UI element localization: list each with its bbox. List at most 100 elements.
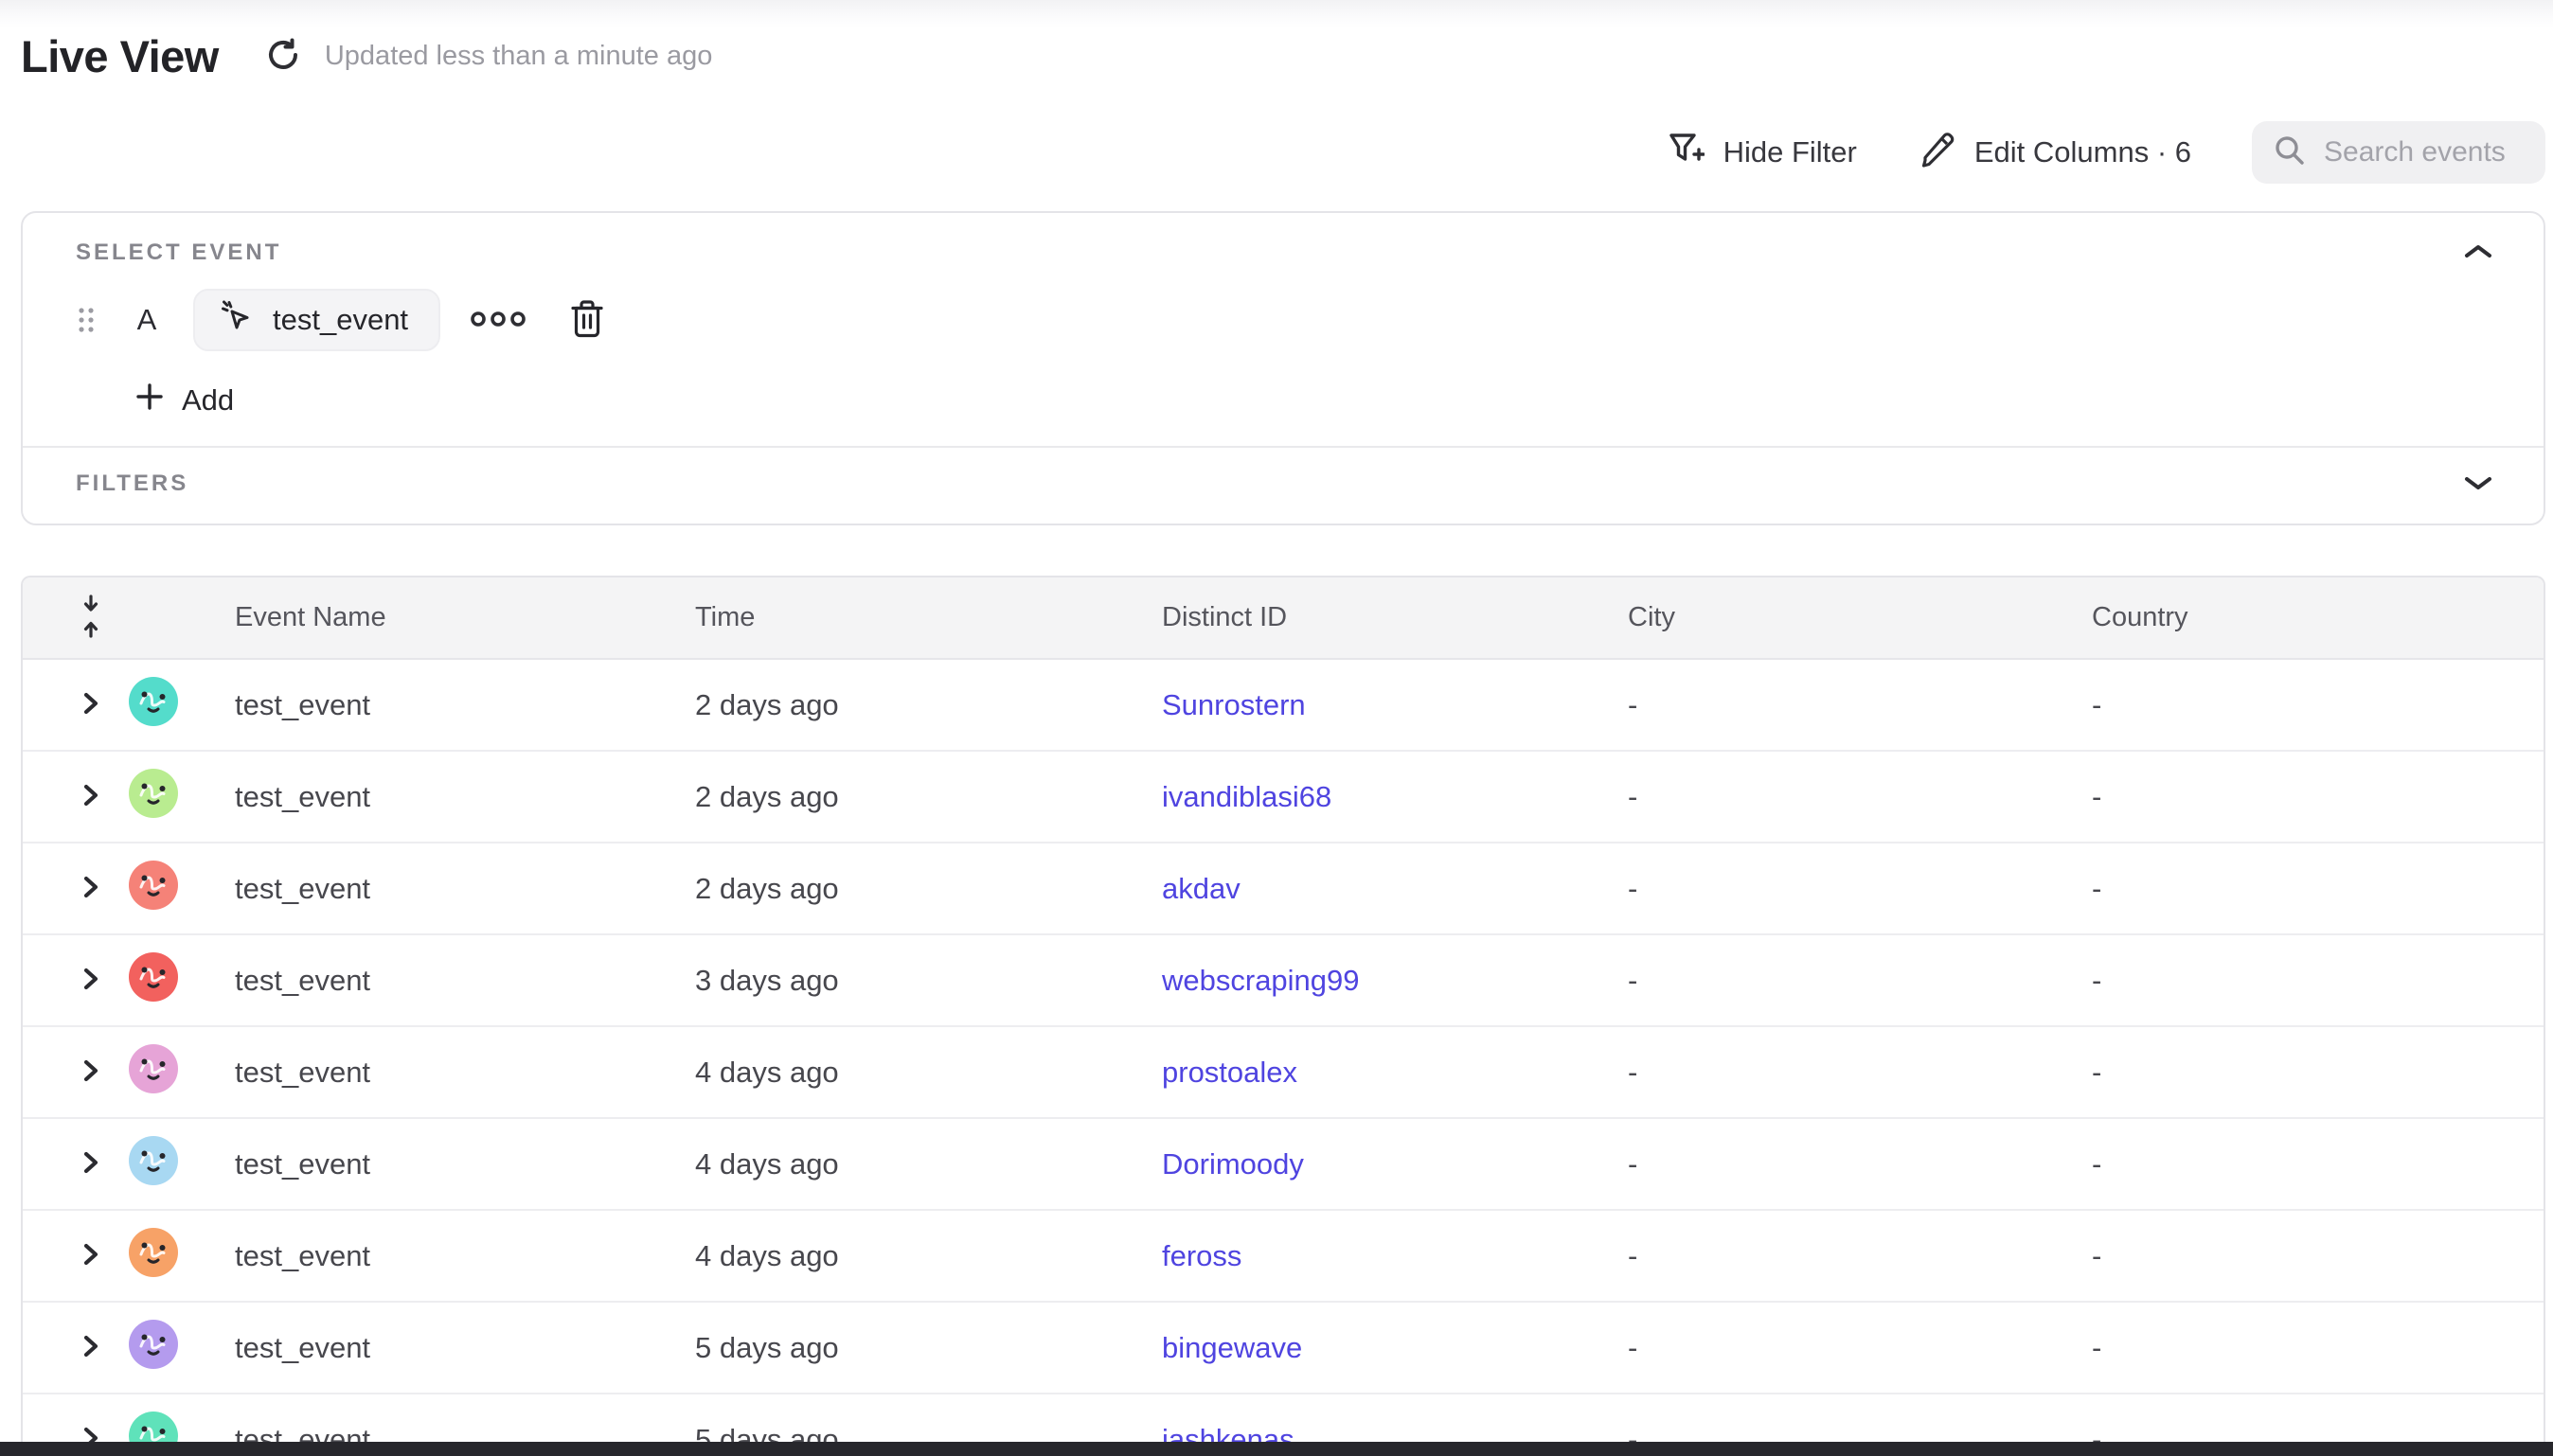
add-event-label: Add (182, 383, 235, 417)
filters-label: FILTERS (76, 471, 189, 496)
distinct-id-link[interactable]: prostoalex (1162, 1055, 1298, 1089)
collapse-all-rows-button[interactable] (79, 594, 103, 642)
distinct-id-cell: feross (1162, 1239, 1628, 1273)
distinct-id-link[interactable]: Dorimoody (1162, 1146, 1304, 1181)
table-row[interactable]: test_event 2 days ago akdav - - (23, 843, 2544, 935)
expand-row-button[interactable] (75, 1051, 107, 1093)
table-body: test_event 2 days ago Sunrostern - - test_ev… (23, 660, 2544, 1456)
event-name-cell: test_event (235, 779, 371, 813)
expand-row-button[interactable] (75, 775, 107, 818)
select-event-section-header: SELECT EVENT (23, 213, 2544, 266)
event-builder-row: A test_event (76, 289, 2544, 351)
distinct-id-cell: akdav (1162, 872, 1628, 906)
user-avatar (129, 1227, 178, 1277)
distinct-id-link[interactable]: feross (1162, 1238, 1242, 1272)
event-name-cell: test_event (235, 1330, 371, 1364)
delete-event-button[interactable] (569, 299, 605, 342)
distinct-id-link[interactable]: Sunrostern (1162, 687, 1306, 721)
table-row[interactable]: test_event 2 days ago Sunrostern - - (23, 660, 2544, 752)
country-cell: - (2092, 871, 2102, 905)
country-cell: - (2092, 963, 2102, 997)
city-cell: - (1628, 1055, 1638, 1089)
search-input[interactable] (2324, 136, 2526, 169)
table-row[interactable]: test_event 5 days ago bingewave - - (23, 1303, 2544, 1394)
expand-cell (61, 684, 121, 726)
table-row[interactable]: test_event 2 days ago ivandiblasi68 - - (23, 752, 2544, 843)
expand-filters-button[interactable] (2462, 472, 2494, 496)
event-step-label: A (136, 303, 157, 336)
table-row[interactable]: test_event 3 days ago webscraping99 - - (23, 935, 2544, 1027)
chevron-right-icon (80, 1332, 101, 1363)
pencil-icon (1918, 130, 1955, 175)
avatar-cell (121, 1319, 235, 1376)
distinct-id-cell: Sunrostern (1162, 688, 1628, 722)
add-event-row: Add (134, 382, 2544, 419)
distinct-id-link[interactable]: ivandiblasi68 (1162, 779, 1332, 813)
distinct-id-link[interactable]: bingewave (1162, 1330, 1303, 1364)
time-cell: 3 days ago (695, 963, 839, 997)
column-header-event-name: Event Name (235, 602, 386, 632)
event-name-cell: test_event (235, 871, 371, 905)
event-chip[interactable]: test_event (193, 289, 441, 351)
column-header-city: City (1628, 602, 1675, 632)
time-cell: 2 days ago (695, 687, 839, 721)
edit-columns-button[interactable]: Edit Columns · 6 (1918, 130, 2191, 175)
add-event-button[interactable]: Add (134, 382, 234, 419)
filters-section-header: FILTERS (23, 448, 2544, 524)
expand-row-button[interactable] (75, 959, 107, 1002)
user-avatar (129, 1043, 178, 1093)
expand-cell (61, 867, 121, 910)
column-header-time: Time (695, 602, 756, 632)
city-cell: - (1628, 1422, 1638, 1456)
expand-row-button[interactable] (75, 867, 107, 910)
hide-filter-button[interactable]: Hide Filter (1665, 129, 1857, 176)
avatar-cell (121, 1227, 235, 1285)
hide-filter-label: Hide Filter (1723, 135, 1857, 169)
chevron-right-icon (80, 1240, 101, 1271)
country-cell: - (2092, 1055, 2102, 1089)
expand-row-button[interactable] (75, 1234, 107, 1277)
top-fade-strip (0, 0, 2553, 28)
distinct-id-cell: webscraping99 (1162, 964, 1628, 998)
refresh-button[interactable] (262, 36, 304, 78)
refresh-icon (264, 36, 302, 77)
chevron-right-icon (80, 1056, 101, 1088)
column-header-distinct-id: Distinct ID (1162, 602, 1288, 632)
drag-handle-icon[interactable] (76, 301, 97, 339)
distinct-id-link[interactable]: akdav (1162, 871, 1241, 905)
user-avatar (129, 860, 178, 910)
bottom-window-edge (0, 1442, 2553, 1456)
edit-columns-label: Edit Columns · 6 (1973, 135, 2191, 169)
city-cell: - (1628, 871, 1638, 905)
avatar-cell (121, 951, 235, 1009)
collapse-select-event-button[interactable] (2462, 241, 2494, 265)
time-cell: 2 days ago (695, 871, 839, 905)
chevron-right-icon (80, 781, 101, 812)
expand-row-button[interactable] (75, 1143, 107, 1185)
city-cell: - (1628, 963, 1638, 997)
city-cell: - (1628, 1238, 1638, 1272)
chevron-right-icon (80, 689, 101, 720)
table-row[interactable]: test_event 4 days ago Dorimoody - - (23, 1119, 2544, 1211)
search-box[interactable] (2252, 121, 2545, 184)
user-avatar (129, 1319, 178, 1369)
expand-cell (61, 1234, 121, 1277)
country-cell: - (2092, 1330, 2102, 1364)
expand-row-button[interactable] (75, 1326, 107, 1369)
more-options-button[interactable] (469, 310, 527, 331)
event-name-cell: test_event (235, 687, 371, 721)
page-title: Live View (21, 31, 219, 81)
user-avatar (129, 951, 178, 1002)
table-row[interactable]: test_event 4 days ago prostoalex - - (23, 1027, 2544, 1119)
click-cursor-icon (218, 297, 256, 343)
expand-cell (61, 1051, 121, 1093)
distinct-id-link[interactable]: webscraping99 (1162, 963, 1360, 997)
collapse-vertical-icon (79, 594, 103, 642)
expand-row-button[interactable] (75, 684, 107, 726)
city-cell: - (1628, 779, 1638, 813)
table-row[interactable]: test_event 4 days ago feross - - (23, 1211, 2544, 1303)
toolbar: Hide Filter Edit Columns · 6 (1665, 120, 2545, 185)
page-header: Live View Updated less than a minute ago (21, 30, 712, 82)
select-event-label: SELECT EVENT (76, 240, 282, 265)
chevron-right-icon (80, 1148, 101, 1180)
